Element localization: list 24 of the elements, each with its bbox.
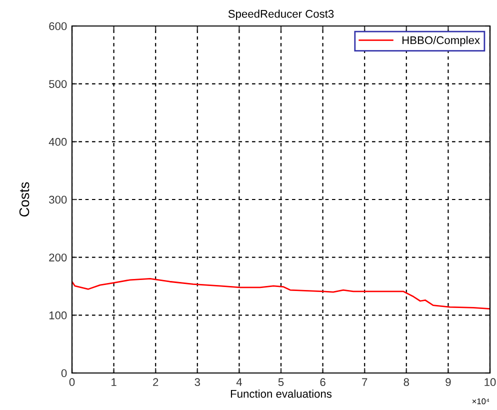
x-axis-title: Function evaluations — [230, 390, 332, 398]
x-tick-label: 5 — [278, 378, 284, 386]
y-tick-label: 400 — [48, 138, 67, 146]
y-tick-label: 600 — [49, 22, 67, 30]
x-tick-label: 9 — [446, 378, 451, 386]
y-tick-label: 500 — [49, 80, 67, 88]
y-tick-label: 0 — [61, 369, 67, 378]
y-tick-label: 200 — [49, 254, 67, 262]
x-tick-label: 6 — [320, 378, 326, 386]
y-tick-label: 300 — [49, 196, 67, 204]
x-tick-label: 2 — [153, 378, 158, 386]
text: ×10⁴ — [472, 398, 490, 404]
x-tick-label: 3 — [194, 378, 200, 386]
y-axis-title: Costs — [19, 182, 30, 217]
y-tick-label: 100 — [49, 311, 67, 320]
line-series — [72, 278, 490, 310]
x-tick-label: 1 — [112, 378, 116, 386]
x-tick-label: 0 — [69, 378, 75, 386]
x-tick-label: 4 — [236, 378, 242, 386]
legend-label: HBBO/Complex — [402, 36, 480, 46]
chart-title: SpeedReducer Cost3 — [228, 10, 334, 20]
x-tick-label: 10 — [484, 378, 496, 386]
x-tick-label: 7 — [362, 378, 368, 386]
x-tick-label: 8 — [404, 378, 410, 386]
